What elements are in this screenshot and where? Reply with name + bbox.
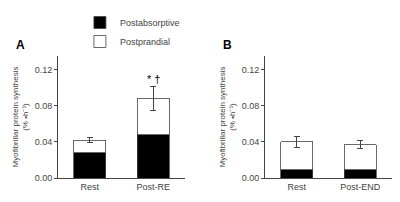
svg-text:0.04: 0.04 [242,137,260,147]
svg-text:Postabsorptive: Postabsorptive [120,18,180,28]
svg-text:0.12: 0.12 [242,65,260,75]
svg-text:B: B [223,38,232,52]
svg-text:0.04: 0.04 [35,137,53,147]
svg-text:Post-RE: Post-RE [136,182,170,192]
svg-text:0.00: 0.00 [35,173,53,183]
svg-text:0.08: 0.08 [242,101,260,111]
svg-text:Postprandial: Postprandial [120,37,170,47]
svg-text:0.12: 0.12 [35,65,53,75]
svg-text:Rest: Rest [80,182,99,192]
svg-text:Rest: Rest [288,182,307,192]
svg-text:0.00: 0.00 [242,173,260,183]
svg-text:Post-END: Post-END [340,182,381,192]
svg-text:A: A [16,38,25,52]
svg-text:Myofibrillar protein synthesis: Myofibrillar protein synthesis(% •h⁻¹) [218,67,237,168]
svg-text:0.08: 0.08 [35,101,53,111]
svg-text:* †: * † [147,73,160,85]
svg-text:Myofibrillar protein synthesis: Myofibrillar protein synthesis(% •h⁻¹) [11,67,30,168]
